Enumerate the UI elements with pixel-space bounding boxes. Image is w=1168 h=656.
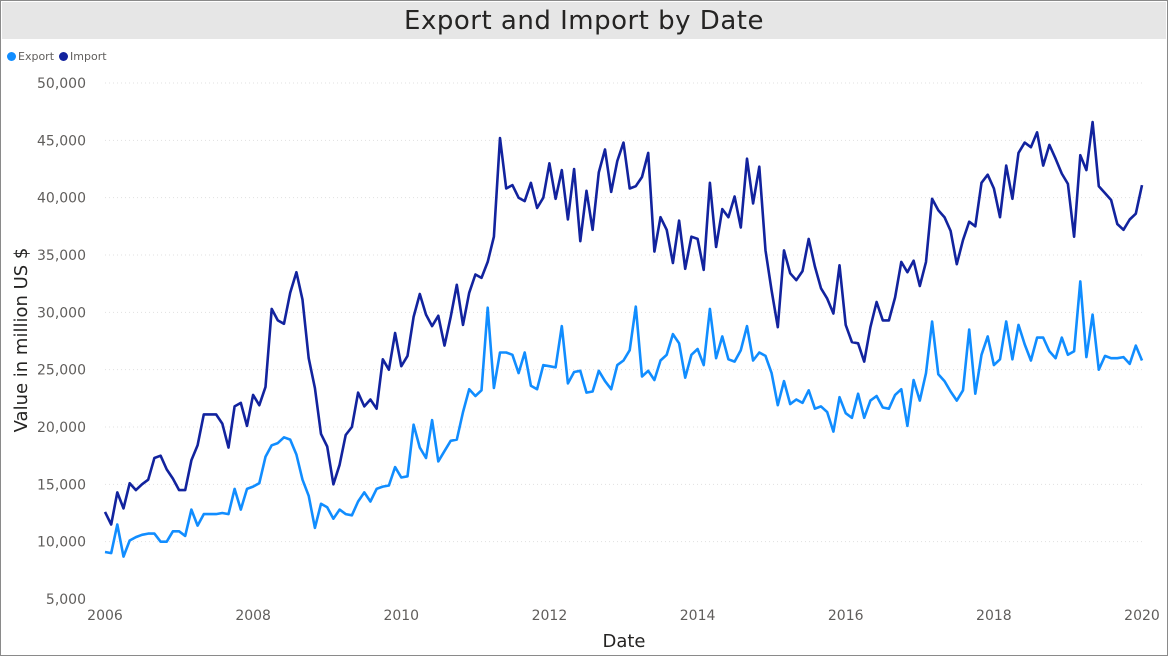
y-tick-label: 35,000 (37, 248, 86, 264)
series-lines (103, 120, 1144, 558)
legend: Export Import (7, 50, 112, 63)
x-axis-ticks: 2006 2008 2010 2012 2014 2016 2018 2020 (87, 608, 1160, 624)
legend-item-export[interactable]: Export (7, 50, 54, 63)
x-tick-label: 2014 (680, 608, 716, 624)
y-tick-label: 50,000 (37, 76, 86, 92)
y-tick-label: 45,000 (37, 133, 86, 149)
x-tick-label: 2006 (87, 608, 123, 624)
y-axis-ticks: 5,000 10,000 15,000 20,000 25,000 30,000 35,00… (37, 76, 86, 608)
x-tick-label: 2018 (976, 608, 1012, 624)
y-tick-label: 40,000 (37, 191, 86, 207)
x-axis-title: Date (602, 631, 645, 652)
y-tick-label: 20,000 (37, 420, 86, 436)
y-axis-title: Value in million US $ (11, 248, 32, 433)
y-tick-label: 30,000 (37, 305, 86, 321)
y-tick-label: 10,000 (37, 535, 86, 551)
title-bar: Export and Import by Date (2, 2, 1166, 39)
x-tick-label: 2008 (235, 608, 271, 624)
x-tick-label: 2020 (1124, 608, 1160, 624)
x-tick-label: 2010 (383, 608, 419, 624)
legend-label-export: Export (18, 50, 55, 63)
series-line-export[interactable] (104, 280, 1144, 558)
gridlines (105, 82, 1142, 543)
y-tick-label: 5,000 (46, 592, 86, 608)
series-line-import[interactable] (103, 120, 1144, 526)
x-tick-label: 2012 (532, 608, 568, 624)
y-tick-label: 15,000 (37, 477, 86, 493)
y-tick-label: 25,000 (37, 363, 86, 379)
legend-marker-import (59, 52, 69, 61)
legend-marker-export (7, 52, 16, 61)
chart-title: Export and Import by Date (404, 5, 764, 36)
x-tick-label: 2016 (828, 608, 864, 624)
legend-label-import: Import (70, 50, 107, 63)
legend-item-import[interactable]: Import (59, 50, 107, 63)
